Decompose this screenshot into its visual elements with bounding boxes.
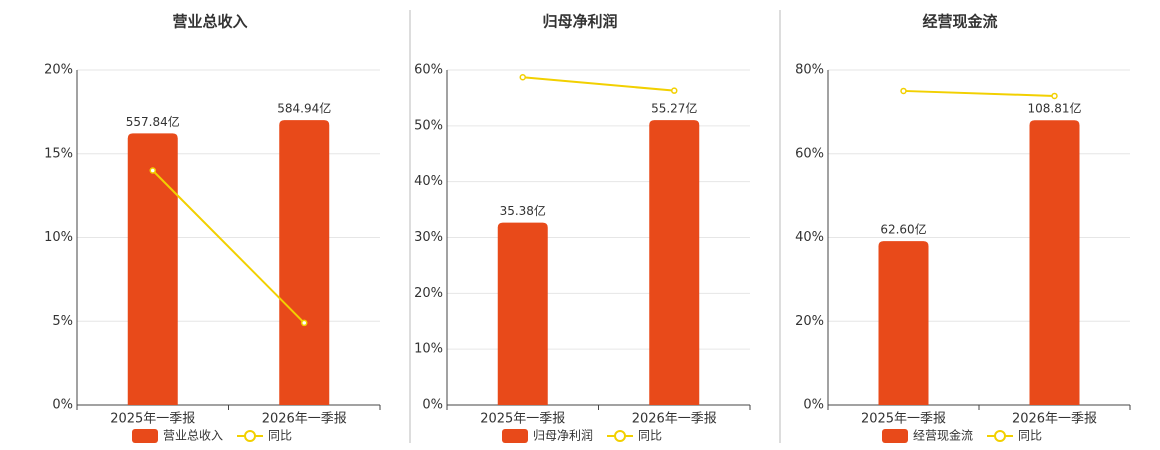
bar xyxy=(1029,120,1080,406)
y-tick-label: 60% xyxy=(414,63,443,78)
bar-value-label: 35.38亿 xyxy=(500,203,546,218)
y-tick-label: 10% xyxy=(44,230,73,245)
legend-label: 归母净利润 xyxy=(533,429,593,443)
y-tick-label: 40% xyxy=(795,230,824,245)
y-tick-label: 20% xyxy=(414,286,443,301)
y-tick-label: 40% xyxy=(414,174,443,189)
legend-label: 营业总收入 xyxy=(163,429,223,443)
bar xyxy=(878,241,929,405)
legend-swatch xyxy=(132,429,158,443)
y-tick-label: 20% xyxy=(44,63,73,78)
legend-swatch xyxy=(994,430,1007,442)
chart-title: 归母净利润 xyxy=(542,13,617,31)
legend-label: 经营现金流 xyxy=(913,428,973,443)
bar xyxy=(127,133,178,405)
legend-swatch xyxy=(502,429,528,443)
line xyxy=(903,89,1055,97)
y-tick-label: 20% xyxy=(795,314,824,329)
y-tick-label: 0% xyxy=(803,398,824,413)
y-tick-label: 60% xyxy=(795,146,824,161)
chart-title: 营业总收入 xyxy=(172,13,247,31)
y-tick-label: 80% xyxy=(795,63,824,78)
line-point xyxy=(671,87,678,94)
legend-swatch xyxy=(244,430,257,442)
legend-label: 同比 xyxy=(1018,429,1042,443)
x-tick-label: 2025年一季报 xyxy=(861,412,946,427)
line-point xyxy=(149,167,156,174)
line xyxy=(152,169,305,324)
x-tick-label: 2026年一季报 xyxy=(262,412,347,427)
bar xyxy=(497,222,548,405)
x-tick-label: 2026年一季报 xyxy=(632,412,717,427)
legend-swatch xyxy=(614,430,627,442)
legend-label: 同比 xyxy=(638,429,662,443)
bar-value-label: 108.81亿 xyxy=(1028,101,1082,116)
line xyxy=(522,76,675,92)
bar-value-label: 557.84亿 xyxy=(126,114,180,129)
y-tick-label: 10% xyxy=(414,342,443,357)
bar-value-label: 55.27亿 xyxy=(651,101,697,116)
chart-title: 经营现金流 xyxy=(922,13,997,31)
y-tick-label: 50% xyxy=(414,118,443,133)
y-tick-label: 15% xyxy=(44,146,73,161)
bar xyxy=(649,120,700,406)
x-tick-label: 2025年一季报 xyxy=(110,412,195,427)
y-tick-label: 5% xyxy=(52,314,73,329)
line-point xyxy=(900,87,907,95)
x-tick-label: 2025年一季报 xyxy=(480,412,565,427)
line-point xyxy=(519,74,526,81)
y-tick-label: 30% xyxy=(414,230,443,245)
legend-label: 同比 xyxy=(268,429,292,443)
bar-value-label: 62.60亿 xyxy=(880,222,926,237)
bar xyxy=(279,120,330,406)
bar-value-label: 584.94亿 xyxy=(277,101,331,116)
line-point xyxy=(1051,92,1058,100)
legend-swatch xyxy=(882,429,908,443)
x-tick-label: 2026年一季报 xyxy=(1012,412,1097,427)
y-tick-label: 0% xyxy=(52,398,73,413)
y-tick-label: 0% xyxy=(422,398,443,413)
line-point xyxy=(301,319,308,327)
